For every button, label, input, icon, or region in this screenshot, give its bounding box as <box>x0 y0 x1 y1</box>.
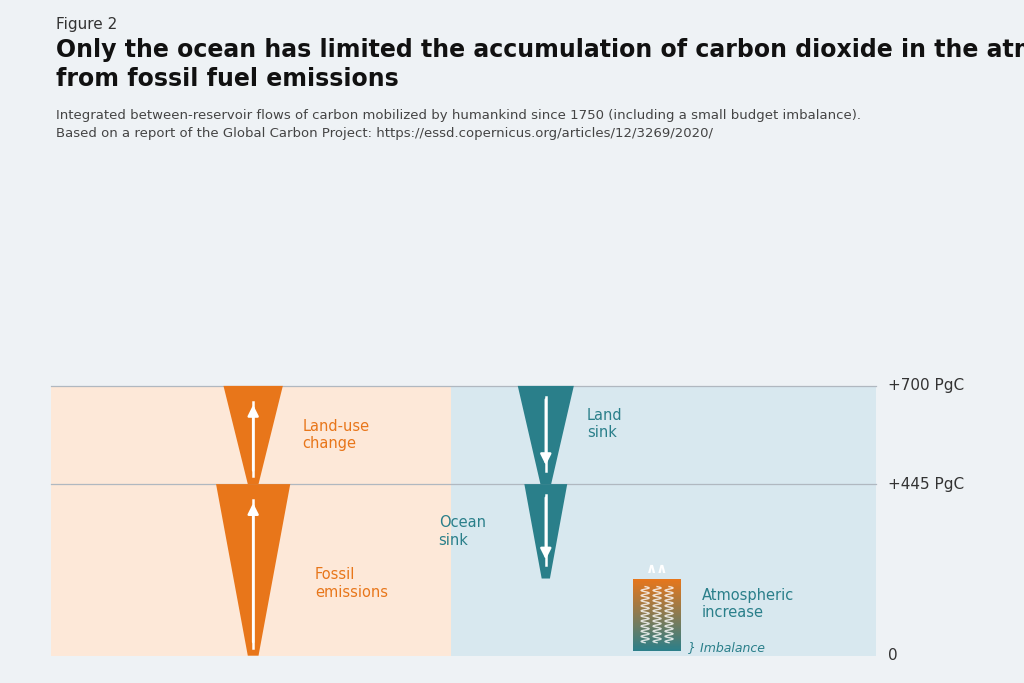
Polygon shape <box>633 638 681 639</box>
Polygon shape <box>633 581 681 582</box>
Polygon shape <box>633 618 681 619</box>
Text: } Imbalance: } Imbalance <box>687 641 765 654</box>
Polygon shape <box>633 633 681 635</box>
Polygon shape <box>633 596 681 598</box>
Polygon shape <box>633 635 681 636</box>
Polygon shape <box>633 609 681 610</box>
Polygon shape <box>633 604 681 605</box>
Polygon shape <box>633 626 681 627</box>
Polygon shape <box>633 650 681 651</box>
Polygon shape <box>633 624 681 625</box>
Text: +445 PgC: +445 PgC <box>888 477 964 492</box>
Polygon shape <box>633 586 681 587</box>
Text: Land-use
change: Land-use change <box>303 419 370 451</box>
Text: Integrated between-reservoir flows of carbon mobilized by humankind since 1750 (: Integrated between-reservoir flows of ca… <box>56 109 861 140</box>
Polygon shape <box>633 627 681 628</box>
Polygon shape <box>518 386 573 484</box>
Polygon shape <box>633 584 681 585</box>
Polygon shape <box>633 598 681 599</box>
Polygon shape <box>633 580 681 581</box>
Text: Land
sink: Land sink <box>587 408 623 441</box>
Polygon shape <box>633 606 681 607</box>
Polygon shape <box>633 589 681 590</box>
Polygon shape <box>633 599 681 600</box>
Polygon shape <box>633 625 681 626</box>
Polygon shape <box>633 639 681 640</box>
Polygon shape <box>633 605 681 606</box>
Polygon shape <box>633 608 681 609</box>
Polygon shape <box>633 616 681 617</box>
Polygon shape <box>633 629 681 630</box>
Polygon shape <box>633 632 681 633</box>
Polygon shape <box>633 620 681 621</box>
Polygon shape <box>633 617 681 618</box>
Text: Fossil
emissions: Fossil emissions <box>315 567 388 600</box>
Polygon shape <box>633 585 681 586</box>
Polygon shape <box>633 622 681 623</box>
Text: 0: 0 <box>888 648 897 663</box>
Polygon shape <box>633 610 681 611</box>
Polygon shape <box>633 595 681 596</box>
Polygon shape <box>216 484 290 656</box>
Polygon shape <box>633 607 681 608</box>
Polygon shape <box>633 594 681 595</box>
Polygon shape <box>633 647 681 648</box>
Polygon shape <box>633 649 681 650</box>
Polygon shape <box>633 590 681 591</box>
Text: Atmospheric
increase: Atmospheric increase <box>701 587 794 620</box>
FancyBboxPatch shape <box>451 386 876 656</box>
Polygon shape <box>633 645 681 647</box>
Polygon shape <box>633 611 681 612</box>
Polygon shape <box>633 593 681 594</box>
Polygon shape <box>633 642 681 643</box>
Text: Only the ocean has limited the accumulation of carbon dioxide in the atmosphere
: Only the ocean has limited the accumulat… <box>56 38 1024 92</box>
FancyBboxPatch shape <box>51 386 451 656</box>
Text: Ocean
sink: Ocean sink <box>438 515 485 548</box>
Polygon shape <box>633 615 681 616</box>
Polygon shape <box>633 648 681 649</box>
Polygon shape <box>633 641 681 642</box>
Polygon shape <box>633 630 681 631</box>
Polygon shape <box>633 640 681 641</box>
Text: Figure 2: Figure 2 <box>56 17 118 32</box>
Polygon shape <box>633 637 681 638</box>
Polygon shape <box>633 636 681 637</box>
Polygon shape <box>633 603 681 604</box>
Polygon shape <box>633 631 681 632</box>
Polygon shape <box>633 582 681 583</box>
Polygon shape <box>633 592 681 593</box>
Polygon shape <box>633 579 681 580</box>
Polygon shape <box>633 614 681 615</box>
Polygon shape <box>633 601 681 602</box>
Polygon shape <box>524 484 567 579</box>
Polygon shape <box>633 591 681 592</box>
Polygon shape <box>633 619 681 620</box>
Polygon shape <box>633 621 681 622</box>
Polygon shape <box>633 600 681 601</box>
Polygon shape <box>223 386 283 484</box>
Polygon shape <box>633 644 681 645</box>
Polygon shape <box>633 623 681 624</box>
Text: +700 PgC: +700 PgC <box>888 378 964 393</box>
Polygon shape <box>633 612 681 613</box>
Polygon shape <box>633 583 681 584</box>
Polygon shape <box>633 588 681 589</box>
Polygon shape <box>633 602 681 603</box>
Text: ∧∧: ∧∧ <box>646 563 669 576</box>
Polygon shape <box>633 628 681 629</box>
Polygon shape <box>633 613 681 614</box>
Polygon shape <box>633 587 681 588</box>
Polygon shape <box>633 643 681 644</box>
